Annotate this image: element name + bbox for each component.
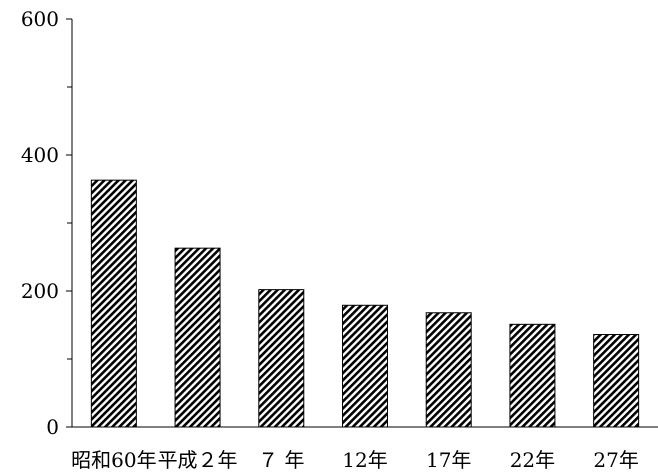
bar xyxy=(425,312,472,428)
x-axis: 昭和60年 平成２年 ７ 年 12年 17年 22年 27年 xyxy=(71,426,658,472)
y-tick-label: 600 xyxy=(21,7,59,31)
x-category-label: 22年 xyxy=(510,448,555,472)
x-category-label: 27年 xyxy=(593,448,638,472)
x-category-label: 平成２年 xyxy=(158,448,238,472)
bar xyxy=(509,323,556,428)
bars xyxy=(90,179,640,428)
y-tick-label: 0 xyxy=(46,415,59,439)
x-category-label: ７ 年 xyxy=(258,448,304,472)
y-tick-label: 400 xyxy=(21,143,59,167)
x-category-label: 12年 xyxy=(342,448,387,472)
x-category-label: 17年 xyxy=(426,448,471,472)
bar xyxy=(593,334,640,428)
x-category-label: 昭和60年 xyxy=(71,448,156,472)
bar xyxy=(342,304,388,428)
bar xyxy=(174,247,221,428)
bar xyxy=(258,289,305,428)
y-tick-label: 200 xyxy=(21,279,59,303)
y-axis: 0 200 400 600 xyxy=(21,7,73,439)
bar xyxy=(90,179,137,428)
